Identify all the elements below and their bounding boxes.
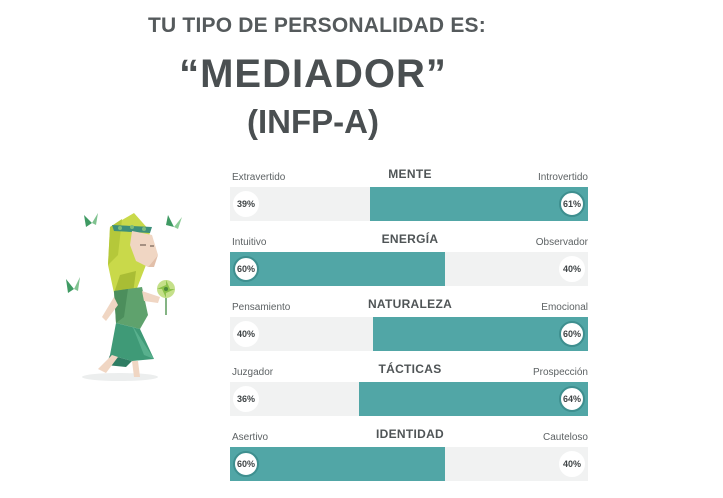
trait-left-percent: 60% (233, 451, 259, 477)
trait-bar-fill (230, 447, 445, 481)
result-heading: TU TIPO DE PERSONALIDAD ES: (148, 14, 486, 37)
trait-list: MENTE Extravertido Introvertido 39% 61% ENERG… (230, 164, 590, 489)
trait-title: IDENTIDAD (375, 427, 445, 441)
trait-left-label: Pensamiento (232, 302, 291, 313)
trait-row: ENERGÍA Intuitivo Observador 60% 40% (230, 229, 590, 294)
trait-right-percent: 64% (559, 386, 585, 412)
trait-left-percent: 40% (233, 321, 259, 347)
trait-bar: 60% 40% (230, 252, 588, 286)
trait-right-label: Prospección (532, 367, 588, 378)
trait-bar: 40% 60% (230, 317, 588, 351)
personality-type-code: (INFP-A) (247, 103, 379, 140)
trait-right-label: Cauteloso (542, 432, 588, 443)
trait-title: TÁCTICAS (378, 362, 442, 376)
trait-bar: 60% 40% (230, 447, 588, 481)
trait-row: IDENTIDAD Asertivo Cauteloso 60% 40% (230, 424, 590, 489)
trait-left-label: Asertivo (232, 432, 269, 443)
trait-left-label: Intuitivo (232, 237, 267, 248)
trait-right-percent: 40% (559, 451, 585, 477)
trait-bar-fill (230, 252, 445, 286)
trait-row: MENTE Extravertido Introvertido 39% 61% (230, 164, 590, 229)
trait-bar-fill (370, 187, 588, 221)
personality-type-name: “MEDIADOR” (179, 52, 447, 96)
trait-right-label: Introvertido (537, 172, 588, 183)
trait-right-percent: 60% (559, 321, 585, 347)
trait-title: NATURALEZA (367, 297, 453, 311)
mediator-character-illustration (66, 213, 182, 381)
trait-left-label: Juzgador (232, 367, 274, 378)
trait-left-percent: 60% (233, 256, 259, 282)
trait-right-percent: 61% (559, 191, 585, 217)
trait-bar: 36% 64% (230, 382, 588, 416)
trait-left-label: Extravertido (232, 172, 286, 183)
trait-left-percent: 36% (233, 386, 259, 412)
trait-left-percent: 39% (233, 191, 259, 217)
trait-bar-fill (359, 382, 588, 416)
trait-row: NATURALEZA Pensamiento Emocional 40% 60% (230, 294, 590, 359)
trait-bar: 39% 61% (230, 187, 588, 221)
trait-right-percent: 40% (559, 256, 585, 282)
trait-bar-fill (373, 317, 588, 351)
trait-right-label: Observador (535, 237, 588, 248)
trait-title: MENTE (388, 167, 432, 181)
trait-row: TÁCTICAS Juzgador Prospección 36% 64% (230, 359, 590, 424)
trait-title: ENERGÍA (381, 232, 439, 246)
trait-right-label: Emocional (541, 302, 588, 313)
